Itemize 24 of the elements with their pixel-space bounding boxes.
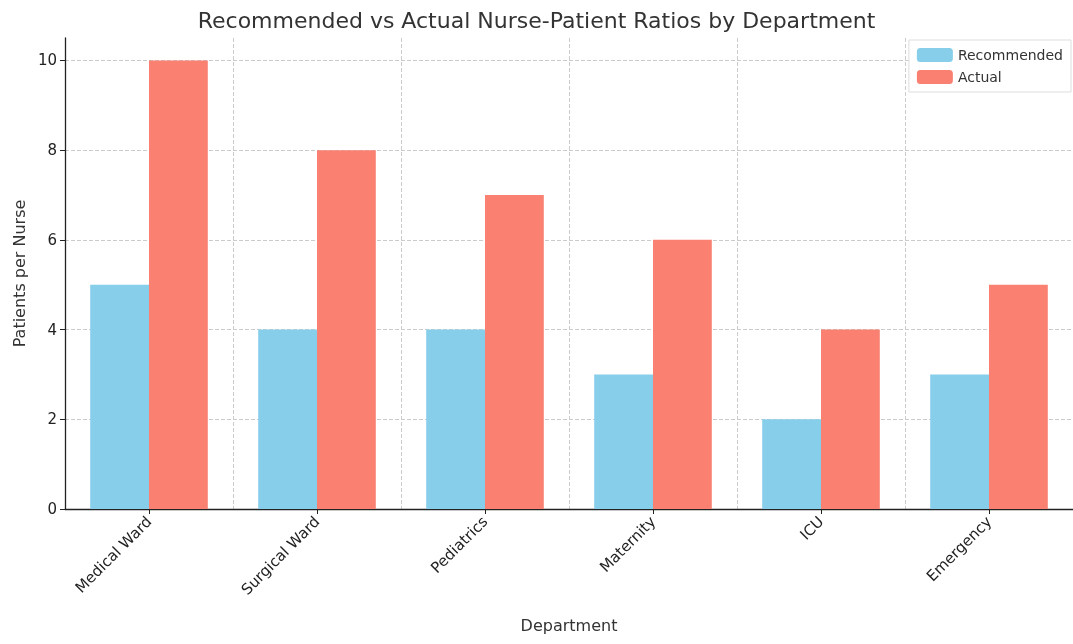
y-tick-label: 4 [47, 320, 57, 339]
y-tick-label: 8 [47, 141, 57, 160]
y-tick-label: 6 [47, 230, 57, 249]
bar [653, 239, 712, 509]
chart-title: Recommended vs Actual Nurse-Patient Ratios by Department [197, 7, 876, 33]
bar [821, 329, 880, 509]
y-tick-label: 2 [47, 410, 57, 429]
y-axis-title: Patients per Nurse [9, 199, 29, 348]
bar [594, 374, 653, 509]
bar [762, 419, 821, 509]
bar [485, 195, 544, 509]
x-tick-label: ICU [796, 512, 828, 544]
y-tick-label: 10 [37, 51, 57, 70]
bar [426, 329, 485, 509]
bar [989, 284, 1048, 509]
legend-label: Actual [957, 69, 1002, 85]
legend-label: Recommended [957, 47, 1063, 63]
x-axis-title: Department [520, 615, 618, 635]
bar [258, 329, 317, 509]
bar [317, 150, 376, 509]
y-tick-label: 0 [47, 500, 57, 518]
bar [930, 374, 989, 509]
bar [90, 284, 149, 509]
bar [149, 60, 208, 509]
